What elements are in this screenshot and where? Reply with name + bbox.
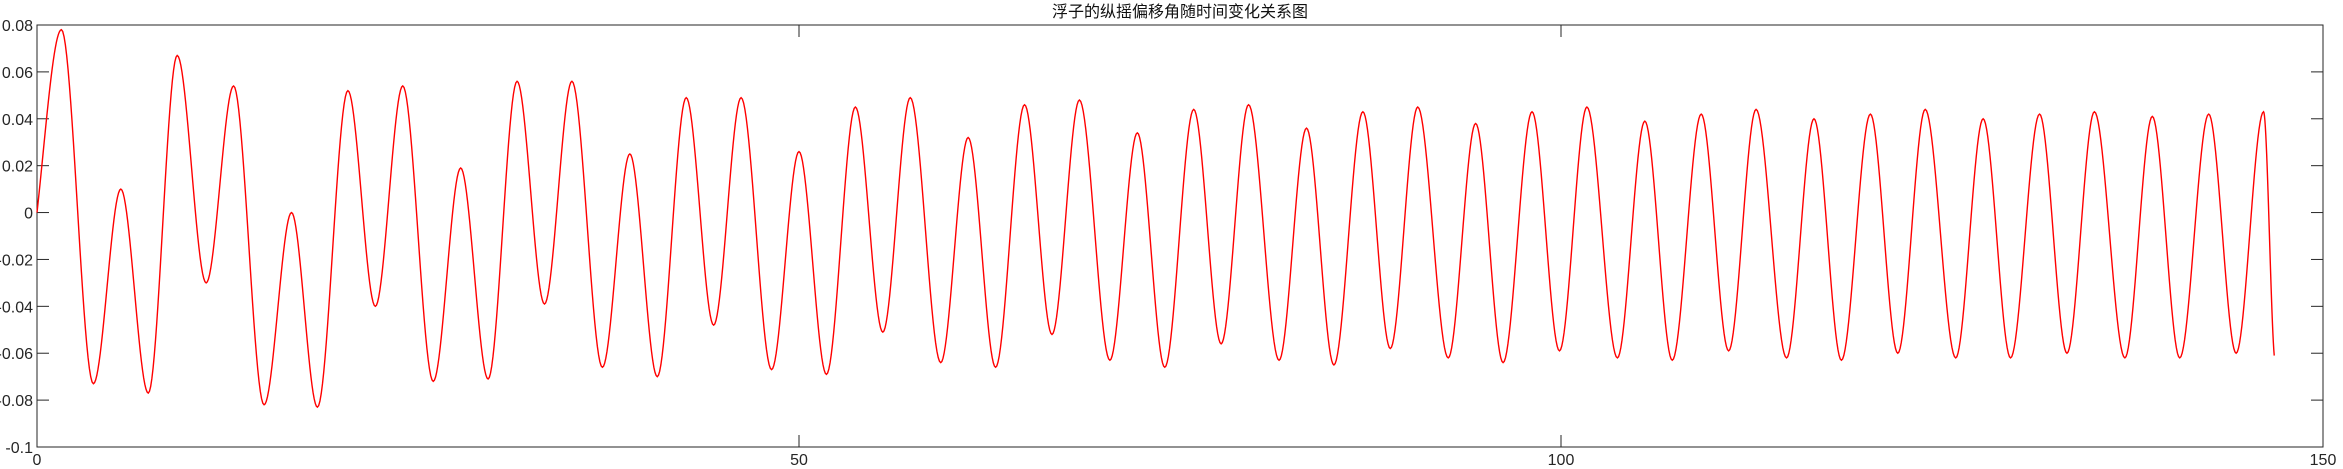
series-layer	[36, 28, 2275, 409]
x-tick-label: 150	[2310, 452, 2337, 469]
x-tick-label: 0	[33, 452, 42, 469]
y-tick-label: 0.08	[2, 18, 33, 35]
axis-ticks: 0 50 100 150 -0.1 -0.08 -0.06 -0.04 -0.02 0 0.02 0.…	[0, 18, 2336, 469]
y-tick-label: -0.1	[5, 440, 33, 457]
x-tick-label: 50	[790, 452, 808, 469]
y-tick-label: -0.02	[0, 252, 33, 269]
y-tick-label: 0.02	[2, 159, 33, 176]
y-tick-label: -0.04	[0, 299, 33, 316]
y-tick-label: 0.06	[2, 65, 33, 82]
y-tick-label: -0.06	[0, 346, 33, 363]
y-tick-label: -0.08	[0, 393, 33, 410]
series-line	[36, 28, 2275, 409]
x-tick-label: 100	[1548, 452, 1575, 469]
y-tick-label: 0.04	[2, 112, 33, 129]
y-tick-label: 0	[24, 206, 33, 223]
chart-title: 浮子的纵摇偏移角随时间变化关系图	[1052, 2, 1308, 21]
